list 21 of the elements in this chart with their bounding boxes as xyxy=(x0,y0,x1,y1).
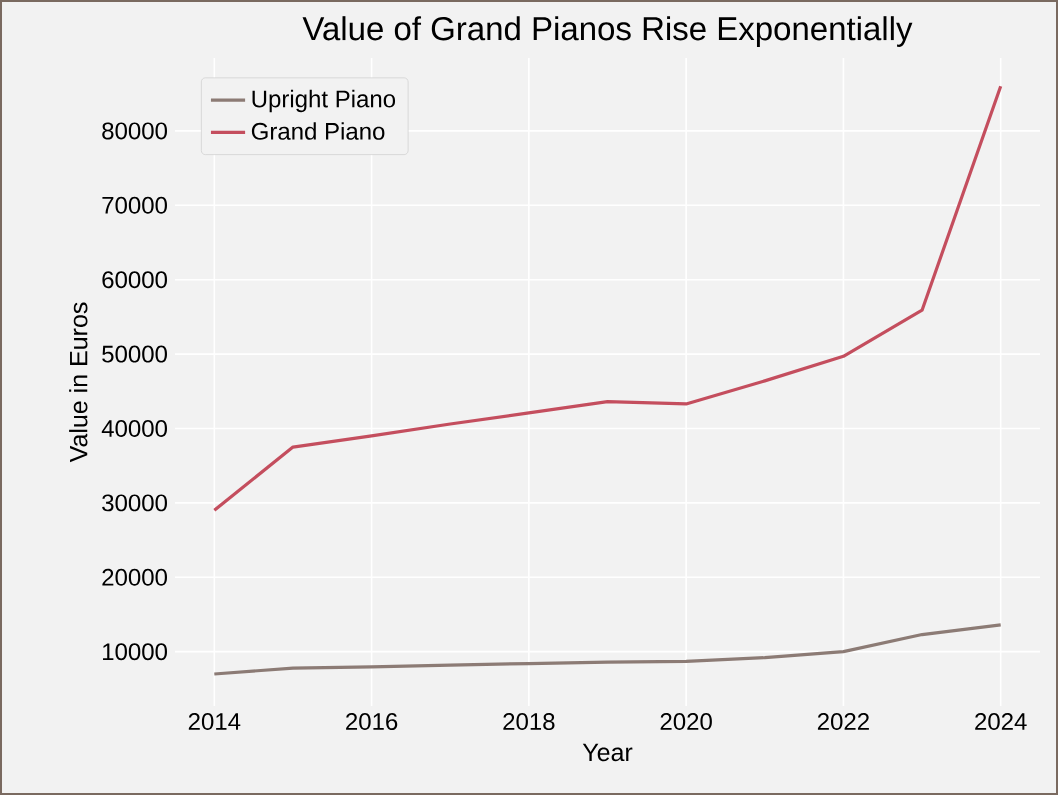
y-tick-label: 40000 xyxy=(101,420,167,437)
legend-label: Upright Piano xyxy=(252,89,396,113)
x-tick-label: 2018 xyxy=(503,713,555,731)
x-tick-label: 2022 xyxy=(817,713,869,731)
y-tick-label: 50000 xyxy=(102,345,167,363)
y-tick-label: 30000 xyxy=(102,494,167,512)
line-series xyxy=(212,84,1003,512)
x-tick-label: 2020 xyxy=(660,713,712,731)
chart-title: Value of Grand Pianos Rise Exponentially xyxy=(302,16,913,47)
y-tick-label: 20000 xyxy=(102,568,167,586)
y-tick-label: 80000 xyxy=(102,122,167,140)
y-tick-label: 10000 xyxy=(103,643,167,661)
x-axis-title: Year xyxy=(582,743,633,762)
x-tick-label: 2024 xyxy=(975,713,1027,731)
x-tick-label: 2014 xyxy=(188,713,241,731)
x-tick-label: 2016 xyxy=(346,713,398,731)
y-axis-title: Value in Euros xyxy=(69,302,88,463)
y-tick-label: 70000 xyxy=(102,196,167,214)
y-tick-label: 60000 xyxy=(102,271,167,289)
line-series xyxy=(212,623,1003,676)
legend-label: Grand Piano xyxy=(251,122,385,140)
